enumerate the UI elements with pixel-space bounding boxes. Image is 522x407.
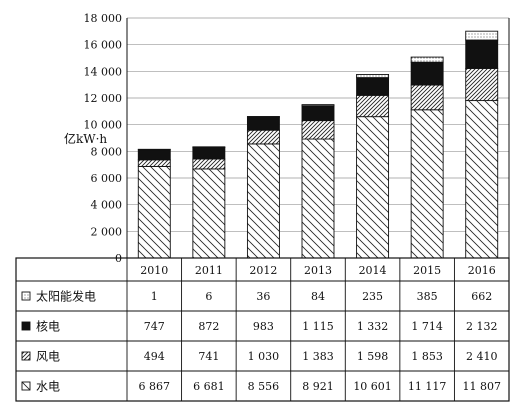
x-tick-label: 2015 xyxy=(413,264,441,277)
bar-segment xyxy=(192,168,226,259)
table-cell-value: 36 xyxy=(256,290,270,303)
table-cell-value: 741 xyxy=(198,350,219,363)
table-cell-value: 1 xyxy=(151,290,158,303)
bar-segment xyxy=(356,74,390,79)
legend-swatch xyxy=(21,291,31,301)
bar-segment xyxy=(192,158,226,170)
bar-segment xyxy=(356,94,390,118)
bar-segment xyxy=(246,116,280,131)
table-cell-value: 1 383 xyxy=(302,350,334,363)
bar-segment xyxy=(246,129,280,145)
x-tick-label: 2011 xyxy=(195,264,223,277)
bar-segment xyxy=(410,84,444,111)
y-tick-label: 10 000 xyxy=(84,119,123,132)
table-cell-value: 1 115 xyxy=(302,320,334,333)
bar-segment xyxy=(410,109,444,259)
table-cell-value: 6 867 xyxy=(139,380,171,393)
bar-segment xyxy=(137,159,171,167)
y-tick-label: 16 000 xyxy=(84,39,123,52)
bar-segment xyxy=(137,165,171,259)
bar-segment xyxy=(356,77,390,96)
table-cell-value: 8 921 xyxy=(302,380,334,393)
y-tick-label: 12 000 xyxy=(84,92,123,105)
legend-swatch xyxy=(21,351,31,361)
table-cell-value: 1 332 xyxy=(357,320,389,333)
legend-label: 核电 xyxy=(36,320,60,334)
table-cell-value: 983 xyxy=(253,320,274,333)
bar-segment xyxy=(356,116,390,259)
table-cell-value: 2 410 xyxy=(466,350,498,363)
table-cell-value: 11 117 xyxy=(408,380,447,393)
y-tick-label: 8 000 xyxy=(91,145,123,158)
table-cell-value: 84 xyxy=(311,290,325,303)
table-cell-value: 6 xyxy=(205,290,212,303)
bar-segment xyxy=(192,146,226,148)
table-cell-value: 6 681 xyxy=(193,380,225,393)
bar-segment xyxy=(465,100,499,259)
table-cell-value: 747 xyxy=(144,320,165,333)
table-cell-value: 494 xyxy=(144,350,165,363)
bar-segment xyxy=(465,67,499,102)
table-cell-value: 1 030 xyxy=(248,350,280,363)
bar-segment xyxy=(301,104,335,107)
table-cell-value: 8 556 xyxy=(248,380,280,393)
legend-label: 太阳能发电 xyxy=(36,289,96,304)
y-tick-label: 18 000 xyxy=(84,12,123,25)
bar-segment xyxy=(137,148,171,151)
y-tick-label: 6 000 xyxy=(91,172,123,185)
x-tick-label: 2010 xyxy=(140,264,168,277)
x-tick-label: 2013 xyxy=(304,264,332,277)
bar-segment xyxy=(192,146,226,160)
legend-swatch xyxy=(21,321,31,331)
legend-label: 风电 xyxy=(36,350,60,364)
x-tick-label: 2012 xyxy=(249,264,277,277)
bar-segment xyxy=(301,105,335,122)
bar-segment xyxy=(410,61,444,86)
bar-segment xyxy=(246,143,280,259)
y-tick-label: 4 000 xyxy=(91,199,123,212)
table-cell-value: 11 807 xyxy=(462,380,501,393)
y-axis-label: 亿kW·h xyxy=(64,131,107,146)
bar-segment xyxy=(137,149,171,161)
table-cell-value: 1 714 xyxy=(411,320,443,333)
table-cell-value: 235 xyxy=(362,290,383,303)
bar-segment xyxy=(410,56,444,63)
table-cell-value: 2 132 xyxy=(466,320,498,333)
y-tick-label: 2 000 xyxy=(91,225,123,238)
bar-segment xyxy=(301,120,335,140)
table-cell-value: 10 601 xyxy=(353,380,392,393)
bar-segment xyxy=(465,39,499,69)
table-cell-value: 872 xyxy=(198,320,219,333)
legend-swatch xyxy=(21,381,31,391)
bar-segment xyxy=(301,138,335,259)
bar-segment xyxy=(465,30,499,41)
x-tick-label: 2016 xyxy=(468,264,496,277)
table-cell-value: 1 598 xyxy=(357,350,389,363)
data-table: 2010 2011 2012 2013 2014 2015 2016 太阳能发电 1 6 36 84 2… xyxy=(15,257,510,402)
bars xyxy=(137,30,499,259)
y-tick-label: 14 000 xyxy=(84,65,123,78)
table-cell-value: 1 853 xyxy=(411,350,443,363)
x-tick-label: 2014 xyxy=(359,264,387,277)
bar-segment xyxy=(246,116,280,118)
table-cell-value: 662 xyxy=(471,290,492,303)
legend-label: 水电 xyxy=(36,380,60,394)
table-cell-value: 385 xyxy=(417,290,438,303)
